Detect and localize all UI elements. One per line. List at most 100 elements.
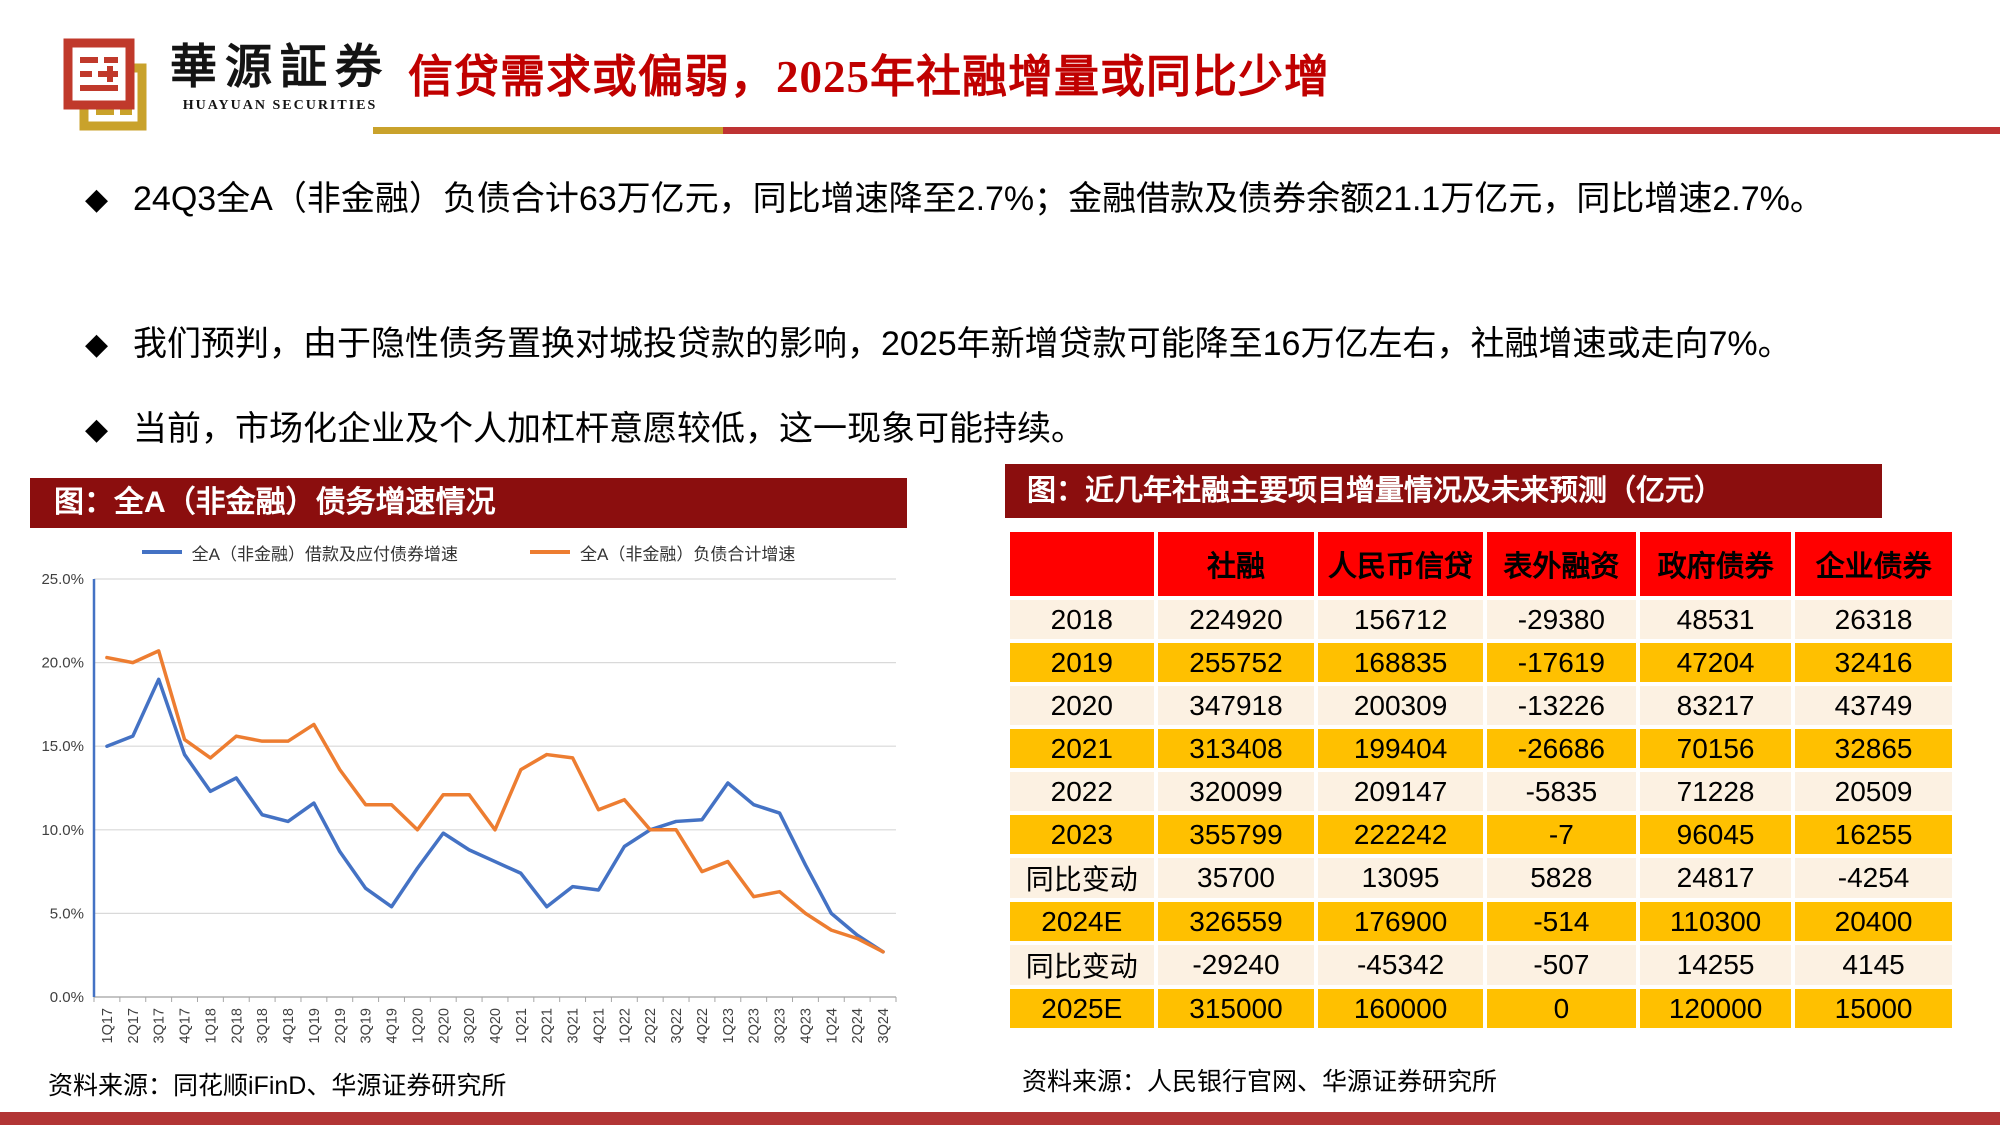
- table-row: 2020 347918 200309 -13226 83217 43749: [1008, 684, 1954, 727]
- legend-item: 全A（非金融）负债合计增速: [530, 540, 795, 565]
- table-header-cell: 政府债券: [1638, 530, 1794, 598]
- debt-growth-chart: 全A（非金融）借款及应付债券增速 全A（非金融）负债合计增速 0.0% 5.0% 10…: [30, 533, 907, 1093]
- social-financing-table: 社融 人民币信贷 表外融资 政府债券 企业债券 2018 224920 156712 -2938…: [1008, 530, 1954, 1030]
- table-cell: -4254: [1793, 856, 1954, 900]
- table-cell: -7: [1484, 813, 1638, 856]
- x-axis-tick-label: 4Q23: [798, 1008, 814, 1043]
- table-cell: 48531: [1638, 598, 1794, 641]
- table-cell: 83217: [1638, 684, 1794, 727]
- table-cell: 20400: [1793, 900, 1954, 943]
- bullet-text: 当前，市场化企业及个人加杠杆意愿较低，这一现象可能持续。: [133, 410, 1085, 448]
- x-axis-tick-label: 4Q21: [591, 1008, 607, 1043]
- table-row: 2021 313408 199404 -26686 70156 32865: [1008, 727, 1954, 770]
- table-cell: -5835: [1484, 770, 1638, 813]
- chart-legend: 全A（非金融）借款及应付债券增速 全A（非金融）负债合计增速: [30, 539, 907, 565]
- table-cell: 224920: [1155, 598, 1317, 641]
- table-cell: 313408: [1155, 727, 1317, 770]
- x-axis-tick-label: 4Q17: [178, 1008, 194, 1043]
- row-label-cell: 2018: [1008, 598, 1156, 641]
- table-header-cell: [1008, 530, 1156, 598]
- table-cell: -17619: [1484, 641, 1638, 684]
- table-cell: 14255: [1638, 943, 1794, 987]
- table-cell: 355799: [1155, 813, 1317, 856]
- bullet-item: ◆ 24Q3全A（非金融）负债合计63万亿元，同比增速降至2.7%；金融借款及债…: [85, 176, 1930, 223]
- x-axis-tick-label: 2Q24: [850, 1008, 866, 1043]
- x-axis-tick-label: 2Q17: [126, 1008, 142, 1043]
- x-axis-tick-label: 3Q20: [462, 1008, 478, 1043]
- table-row: 2024E 326559 176900 -514 110300 20400: [1008, 900, 1954, 943]
- x-axis-tick-label: 3Q18: [255, 1008, 271, 1043]
- x-axis-tick-label: 2Q19: [333, 1008, 349, 1043]
- legend-label: 全A（非金融）借款及应付债券增速: [191, 544, 458, 564]
- chart-plot-area: 0.0% 5.0% 10.0% 15.0% 20.0% 25.0% 1Q17 2Q17 3Q17…: [41, 571, 897, 1043]
- table-cell: -26686: [1484, 727, 1638, 770]
- diamond-bullet-icon: ◆: [85, 183, 109, 216]
- table-cell: -45342: [1316, 943, 1485, 987]
- table-cell: 13095: [1316, 856, 1485, 900]
- x-axis-tick-label: 1Q17: [100, 1008, 116, 1043]
- legend-line-swatch: [530, 550, 570, 554]
- table-cell: 15000: [1793, 987, 1954, 1030]
- table-cell: 4145: [1793, 943, 1954, 987]
- bullet-text: 24Q3全A（非金融）负债合计63万亿元，同比增速降至2.7%；金融借款及债券余…: [133, 180, 1824, 218]
- x-axis-tick-label: 3Q24: [876, 1008, 892, 1043]
- x-axis-tick-label: 3Q22: [669, 1008, 685, 1043]
- table-title: 图：近几年社融主要项目增量情况及未来预测（亿元）: [1027, 475, 1724, 507]
- x-axis-tick-label: 1Q22: [617, 1008, 633, 1043]
- table-row: 同比变动 35700 13095 5828 24817 -4254: [1008, 856, 1954, 900]
- y-axis-tick-label: 10.0%: [41, 822, 84, 839]
- huayuan-logo-seal-icon: [63, 38, 147, 131]
- row-label-cell: 2023: [1008, 813, 1156, 856]
- table-cell: 5828: [1484, 856, 1638, 900]
- legend-label: 全A（非金融）负债合计增速: [580, 544, 796, 564]
- table-cell: 176900: [1316, 900, 1485, 943]
- table-cell: 168835: [1316, 641, 1485, 684]
- table-source-note: 资料来源：人民银行官网、华源证券研究所: [1022, 1068, 1498, 1096]
- table-row: 2022 320099 209147 -5835 71228 20509: [1008, 770, 1954, 813]
- table-cell: 71228: [1638, 770, 1794, 813]
- table-cell: 32865: [1793, 727, 1954, 770]
- table-cell: 47204: [1638, 641, 1794, 684]
- row-label-cell: 2020: [1008, 684, 1156, 727]
- table-cell: 315000: [1155, 987, 1317, 1030]
- x-axis-tick-label: 1Q18: [203, 1008, 219, 1043]
- x-axis-tick-label: 1Q19: [307, 1008, 323, 1043]
- x-axis-tick-label: 1Q23: [721, 1008, 737, 1043]
- x-axis-tick-label: 4Q18: [281, 1008, 297, 1043]
- table-cell: 255752: [1155, 641, 1317, 684]
- table-cell: 26318: [1793, 598, 1954, 641]
- table-cell: 120000: [1638, 987, 1794, 1030]
- title-divider: [373, 127, 2000, 134]
- table-row: 2018 224920 156712 -29380 48531 26318: [1008, 598, 1954, 641]
- x-axis-tick-label: 1Q20: [410, 1008, 426, 1043]
- table-cell: -13226: [1484, 684, 1638, 727]
- table-row: 2019 255752 168835 -17619 47204 32416: [1008, 641, 1954, 684]
- table-header-cell: 社融: [1155, 530, 1317, 598]
- table-cell: 222242: [1316, 813, 1485, 856]
- x-axis-tick-label: 3Q19: [359, 1008, 375, 1043]
- diamond-bullet-icon: ◆: [85, 328, 109, 361]
- page-title: 信贷需求或偏弱，2025年社融增量或同比少增: [408, 52, 1331, 102]
- table-title-banner: 图：近几年社融主要项目增量情况及未来预测（亿元）: [1005, 464, 1882, 518]
- bullet-text: 我们预判，由于隐性债务置换对城投贷款的影响，2025年新增贷款可能降至16万亿左…: [133, 325, 1792, 363]
- table-cell: 209147: [1316, 770, 1485, 813]
- table-cell: 347918: [1155, 684, 1317, 727]
- table-cell: 43749: [1793, 684, 1954, 727]
- y-axis-tick-label: 15.0%: [41, 738, 84, 755]
- table-cell: 199404: [1316, 727, 1485, 770]
- table-cell: 156712: [1316, 598, 1485, 641]
- row-label-cell: 同比变动: [1008, 856, 1156, 900]
- row-label-cell: 2019: [1008, 641, 1156, 684]
- table-cell: 96045: [1638, 813, 1794, 856]
- x-axis-tick-label: 2Q23: [747, 1008, 763, 1043]
- table-cell: 35700: [1155, 856, 1317, 900]
- table-cell: 20509: [1793, 770, 1954, 813]
- table-header-cell: 人民币信贷: [1316, 530, 1485, 598]
- table-cell: 0: [1484, 987, 1638, 1030]
- x-axis-tick-label: 2Q21: [540, 1008, 556, 1043]
- series-line-0: [105, 677, 885, 954]
- table-cell: -514: [1484, 900, 1638, 943]
- table-row: 2023 355799 222242 -7 96045 16255: [1008, 813, 1954, 856]
- chart-title-banner: 图：全A（非金融）债务增速情况: [30, 478, 907, 528]
- bullet-item: ◆ 当前，市场化企业及个人加杠杆意愿较低，这一现象可能持续。: [85, 406, 1930, 453]
